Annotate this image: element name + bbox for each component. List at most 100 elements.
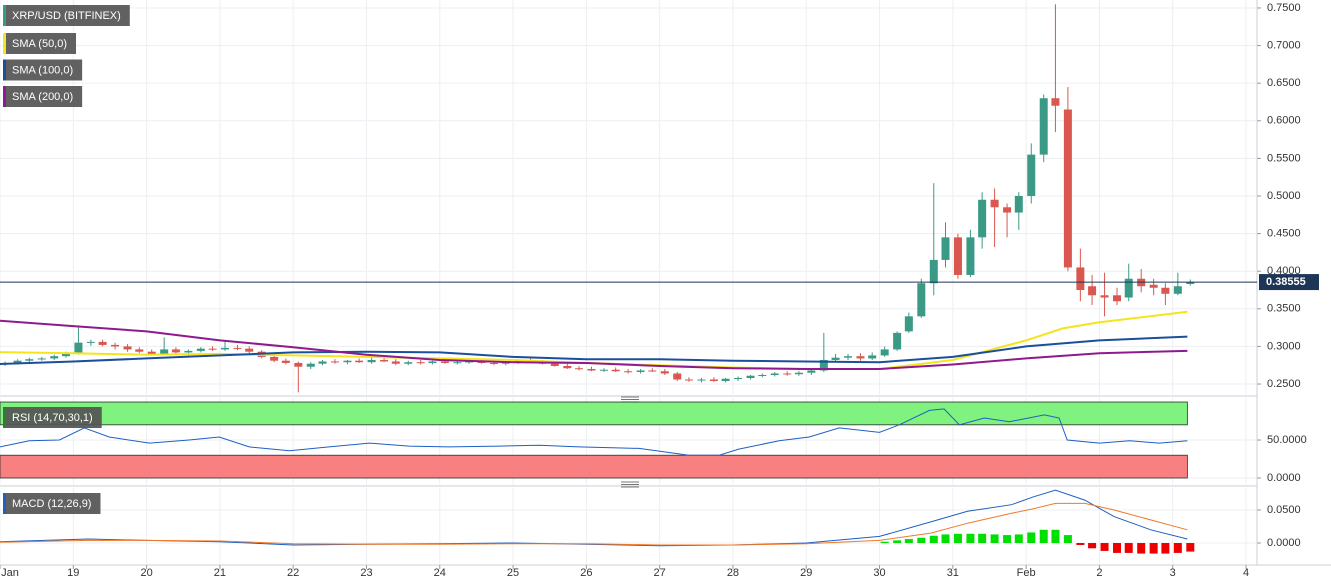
candle-body xyxy=(196,348,205,351)
candle-body xyxy=(86,341,95,343)
histogram-bar xyxy=(1186,543,1195,552)
x-tick-label: 2 xyxy=(1096,567,1102,579)
candle-body xyxy=(135,349,144,352)
candle-body xyxy=(893,332,902,350)
candle-body xyxy=(1100,295,1109,298)
x-tick-label: 22 xyxy=(287,567,299,579)
candle-body xyxy=(61,353,70,357)
candle-body xyxy=(1124,278,1133,298)
candle-body xyxy=(684,379,693,381)
y-tick-label: 0.0000 xyxy=(1267,537,1301,549)
candle-body xyxy=(221,347,230,350)
y-tick-label: 0.0000 xyxy=(1267,472,1301,484)
candle-body xyxy=(734,378,743,380)
candle-body xyxy=(270,356,279,361)
candle-body xyxy=(416,362,425,364)
candle-body xyxy=(844,356,853,358)
candle-body xyxy=(563,365,572,369)
candle-body xyxy=(50,356,59,359)
candle-body xyxy=(465,361,474,363)
histogram-bar xyxy=(953,533,962,544)
histogram-bar xyxy=(1027,532,1036,544)
histogram-bar xyxy=(1014,534,1023,544)
candle-body xyxy=(147,351,156,354)
histogram-bar xyxy=(1100,543,1109,551)
candle-body xyxy=(281,360,290,363)
candle-body xyxy=(171,349,180,353)
x-tick-label: 26 xyxy=(580,567,592,579)
histogram-bar xyxy=(929,535,938,544)
candle-body xyxy=(660,371,669,374)
x-tick-label: 24 xyxy=(434,567,446,579)
legend-swatch xyxy=(3,493,6,514)
candle-body xyxy=(550,363,559,366)
candle-body xyxy=(831,357,840,360)
candle-body xyxy=(953,237,962,275)
histogram-bar xyxy=(990,534,999,544)
candle-body xyxy=(624,371,633,373)
histogram-bar xyxy=(1113,543,1122,553)
candle-body xyxy=(990,199,999,208)
histogram-bar xyxy=(941,534,950,544)
candle-body xyxy=(160,349,169,354)
histogram-bar xyxy=(1039,529,1048,544)
x-tick-label: 29 xyxy=(800,567,812,579)
histogram-bar xyxy=(1088,543,1097,549)
x-tick-label: 19 xyxy=(67,567,79,579)
legend-box xyxy=(3,5,130,26)
candle-body xyxy=(746,375,755,379)
legend-swatch xyxy=(3,86,6,107)
last-price-box xyxy=(1259,274,1319,291)
legend-box xyxy=(3,33,77,54)
x-tick-label: 4 xyxy=(1243,567,1249,579)
y-tick-label: 0.7500 xyxy=(1267,2,1301,14)
candle-body xyxy=(330,361,339,363)
candle-body xyxy=(123,346,132,350)
legend-box xyxy=(3,407,102,428)
y-tick-label: 0.7000 xyxy=(1267,39,1301,51)
candle-body xyxy=(1039,98,1048,155)
rsi-band xyxy=(0,454,1188,479)
candle-body xyxy=(709,379,718,382)
series-line xyxy=(0,502,1188,546)
candle-body xyxy=(1173,286,1182,294)
x-tick-label: Feb xyxy=(1017,567,1036,579)
histogram-bar xyxy=(1161,543,1170,554)
candle-body xyxy=(904,316,913,332)
histogram-bar xyxy=(1076,543,1085,545)
candle-body xyxy=(490,362,499,364)
candle-body xyxy=(380,359,389,362)
y-tick-label: 0.6000 xyxy=(1267,115,1301,127)
candle-body xyxy=(343,360,352,363)
legend-box xyxy=(3,493,101,514)
legend-item: MACD (12,26,9) xyxy=(3,493,101,514)
y-tick-label: 50.0000 xyxy=(1267,434,1307,446)
histogram-bar xyxy=(1003,535,1012,544)
candle-body xyxy=(184,350,193,353)
candle-body xyxy=(673,373,682,380)
resize-handle[interactable] xyxy=(621,481,639,488)
candle-body xyxy=(440,361,449,363)
y-tick-label: 0.4500 xyxy=(1267,228,1301,240)
x-tick-label: 30 xyxy=(873,567,885,579)
candle-body xyxy=(1161,287,1170,294)
histogram-bar xyxy=(880,541,889,544)
candle-body xyxy=(758,374,767,376)
legend-label: XRP/USD (BITFINEX) xyxy=(12,10,121,22)
legend-item: SMA (200,0) xyxy=(3,86,83,107)
candle-body xyxy=(74,342,83,354)
candle-body xyxy=(1014,195,1023,213)
x-tick-label: 21 xyxy=(214,567,226,579)
histogram-bar xyxy=(978,533,987,544)
histogram-bar xyxy=(893,540,902,544)
candle-body xyxy=(978,199,987,238)
legend-label: SMA (50,0) xyxy=(12,38,67,50)
candle-body xyxy=(453,362,462,364)
legend-box xyxy=(3,86,83,107)
candle-body xyxy=(1003,207,1012,213)
candle-body xyxy=(856,356,865,359)
candle-body xyxy=(1149,284,1158,288)
histogram-bar xyxy=(966,533,975,544)
legend-label: SMA (200,0) xyxy=(12,91,73,103)
